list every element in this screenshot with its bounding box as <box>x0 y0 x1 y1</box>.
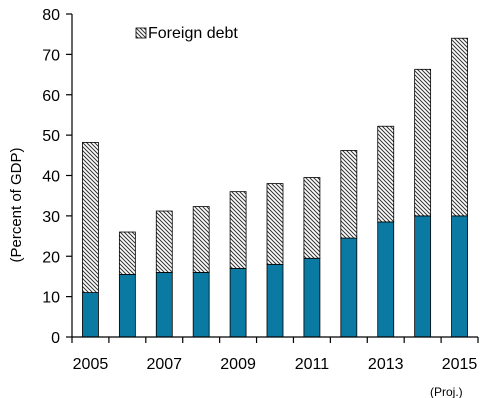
y-tick-label: 50 <box>42 128 60 145</box>
x-tick-label: 2011 <box>295 356 330 373</box>
y-axis-title: (Percent of GDP) <box>8 147 25 262</box>
bar-segment-domestic <box>82 292 99 338</box>
bar-segment-foreign-debt <box>155 210 173 273</box>
bar-segment-domestic <box>155 271 173 338</box>
bar-segment-foreign-debt <box>340 150 358 239</box>
bar-segment-foreign-debt <box>82 141 99 293</box>
y-tick-label: 70 <box>42 47 60 64</box>
bar-segment-foreign-debt <box>118 231 136 275</box>
x-tick-label: 2013 <box>368 356 404 373</box>
y-tick-label: 30 <box>42 209 60 226</box>
bar-segment-domestic <box>377 221 395 338</box>
legend: Foreign debt <box>135 25 238 42</box>
bar-segment-domestic <box>451 215 468 338</box>
x-tick-label: 2009 <box>220 356 256 373</box>
bar-segment-domestic <box>118 274 136 338</box>
bar-segment-foreign-debt <box>451 37 468 217</box>
y-tick-label: 0 <box>51 330 60 347</box>
y-tick-label: 10 <box>42 290 60 307</box>
bar-segment-foreign-debt <box>229 191 247 269</box>
x-tick-label: 2015 <box>442 356 478 373</box>
legend-swatch-foreign-debt <box>135 27 147 39</box>
y-tick-label: 60 <box>42 88 60 105</box>
bar-segment-foreign-debt <box>303 177 321 259</box>
x-tick-label: 2005 <box>73 356 109 373</box>
y-ticks-group: 0 10 20 30 40 50 60 70 80 <box>42 7 72 347</box>
bar-segment-foreign-debt <box>414 68 432 217</box>
y-tick-label: 20 <box>42 249 60 266</box>
bar-segment-foreign-debt <box>377 125 395 223</box>
bar-segment-domestic <box>340 237 358 338</box>
legend-label-foreign-debt: Foreign debt <box>148 25 238 42</box>
y-tick-label: 40 <box>42 169 60 186</box>
y-tick-label: 80 <box>42 7 60 24</box>
bar-segment-foreign-debt <box>192 206 210 273</box>
bar-segment-foreign-debt <box>266 183 284 265</box>
projection-note: (Proj.) <box>430 385 463 398</box>
x-ticks-group: 2005 2007 2009 2011 2013 2015 <box>71 337 479 373</box>
bars-group <box>82 37 468 338</box>
bar-segment-domestic <box>414 215 432 338</box>
bar-segment-domestic <box>266 263 284 338</box>
x-tick-label: 2007 <box>146 356 182 373</box>
bar-segment-domestic <box>229 267 247 338</box>
bar-segment-domestic <box>192 271 210 338</box>
bar-segment-domestic <box>303 257 321 338</box>
